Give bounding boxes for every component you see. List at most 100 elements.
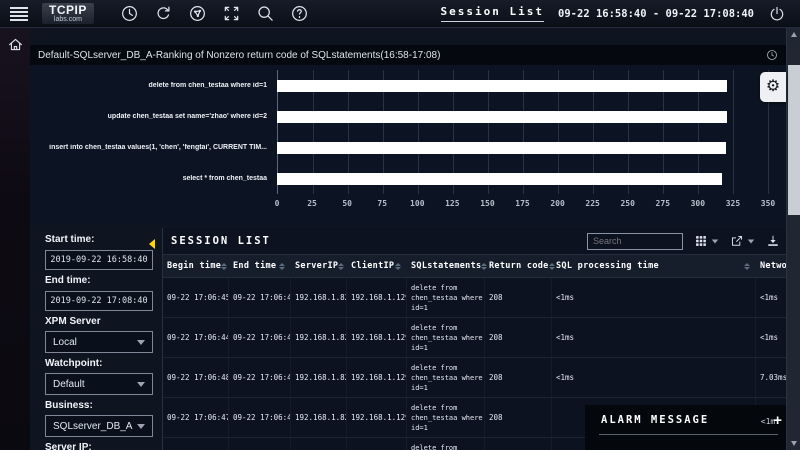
cell-end: 09-22 17:06:45 — [229, 278, 291, 317]
chart-bar-label: update chen_testaa set name='zhao' where… — [107, 113, 267, 120]
session-list-title: SESSION LIST — [171, 235, 271, 247]
table-row[interactable]: 09-22 17:06:48 09-22 17:06:48 192.168.1.82… — [163, 358, 786, 398]
table-row[interactable]: 09-22 17:06:45 09-22 17:06:45 192.168.1.82… — [163, 278, 786, 318]
cell-sql: delete from chen_testaa where id=1 — [407, 438, 485, 450]
chart-gridlines — [277, 70, 769, 194]
history-clock-icon[interactable] — [766, 49, 778, 61]
chart-gridline — [453, 70, 454, 194]
add-icon[interactable]: + — [773, 412, 782, 429]
chart-gridline — [523, 70, 524, 194]
cell-client_ip: 192.168.1.129 — [347, 358, 407, 397]
cell-end: 09-22 17:06:47 — [229, 398, 291, 437]
chart-gridline — [733, 70, 734, 194]
chart-bar[interactable] — [277, 79, 728, 92]
sort-icon[interactable] — [744, 262, 750, 270]
chart-gridline — [698, 70, 699, 194]
session-list-header: SESSION LIST — [163, 228, 786, 254]
form-fields: Start time: End time: XPM Server Local Watch… — [45, 234, 153, 450]
column-header-client_ip[interactable]: ClientIP — [347, 255, 407, 277]
scroll-up-icon[interactable] — [790, 32, 797, 37]
sort-up-icon — [744, 262, 750, 266]
logo-title: TCPIP — [49, 3, 87, 17]
form-field-label: Business: — [45, 400, 93, 411]
help-icon[interactable] — [290, 4, 309, 23]
fullscreen-icon[interactable] — [222, 4, 241, 23]
form-field-select[interactable]: Default — [45, 373, 153, 395]
menu-icon[interactable] — [10, 6, 28, 21]
cell-begin: 09-22 17:06:47 — [163, 398, 229, 437]
sort-icon[interactable] — [481, 262, 488, 270]
chart-bar[interactable] — [277, 110, 728, 123]
chart-bar-row: select * from chen_testaa — [30, 163, 786, 194]
form-field-group: Watchpoint: Default — [45, 358, 153, 395]
sort-icon[interactable] — [548, 262, 555, 270]
scrollbar-thumb[interactable] — [788, 65, 800, 215]
cell-return_code: 208 — [485, 398, 552, 437]
chevron-down-icon — [137, 423, 145, 429]
column-header-return_code[interactable]: Return code — [485, 255, 555, 277]
scroll-down-icon[interactable] — [790, 441, 797, 446]
sort-icon[interactable] — [221, 262, 228, 270]
table-row[interactable]: 09-22 17:06:47 09-22 17:06:47 192.168.1.82… — [163, 398, 786, 438]
sort-icon[interactable] — [338, 262, 345, 270]
cell-return_code: 208 — [485, 278, 552, 317]
chart-bar[interactable] — [277, 172, 722, 185]
cell-server_ip: 192.168.1.82 — [291, 318, 347, 357]
table-row[interactable]: 09-22 17:06:44 09-22 17:06:44 192.168.1.82… — [163, 318, 786, 358]
logo-subtitle: labs.com — [53, 16, 82, 23]
chart-bar-row: insert into chen_testaa values(1, 'chen'… — [30, 132, 786, 163]
app-logo[interactable]: TCPIP labs.com — [42, 3, 94, 24]
cell-server_ip: 192.168.1.82 — [291, 398, 347, 437]
home-icon[interactable] — [7, 36, 24, 53]
chart-x-tick-label: 225 — [585, 199, 600, 208]
settings-tab[interactable]: ⚙ — [760, 72, 786, 102]
chart-bar-track — [277, 101, 768, 132]
chart-bar[interactable] — [277, 141, 726, 154]
form-field-select[interactable]: SQLserver_DB_A — [45, 415, 153, 437]
cell-client_ip: 192.168.1.129 — [347, 318, 407, 357]
refresh-icon[interactable] — [154, 4, 173, 23]
export-button[interactable] — [730, 234, 755, 248]
sort-icon[interactable] — [395, 262, 401, 270]
date-range[interactable]: 09-22 16:58:40 - 09-22 17:08:40 — [558, 7, 754, 20]
column-header-label: SQLstatements — [411, 261, 482, 271]
cell-processing_time: <1ms — [552, 358, 756, 397]
column-header-label: Return code — [489, 261, 549, 271]
sort-down-icon — [481, 266, 488, 270]
cell-return_code: 208 — [485, 318, 552, 357]
column-header-network_time[interactable]: Network time — [756, 255, 786, 277]
column-header-processing_time[interactable]: SQL processing time — [552, 255, 756, 277]
sort-up-icon — [338, 262, 345, 266]
download-button[interactable] — [766, 234, 780, 248]
sort-icon[interactable] — [279, 262, 285, 270]
column-header-begin[interactable]: Begin time — [163, 255, 229, 277]
network-topology-icon[interactable] — [188, 4, 207, 23]
chart-gridline — [768, 70, 769, 194]
search-icon[interactable] — [256, 4, 275, 23]
cell-sql: delete from chen_testaa where id=1 — [407, 318, 485, 357]
form-field-input[interactable] — [45, 250, 153, 270]
form-field-input[interactable] — [45, 291, 153, 311]
alarm-right: <1m + — [761, 412, 782, 429]
chart-bar-track — [277, 132, 768, 163]
column-header-end[interactable]: End time — [229, 255, 291, 277]
collapse-panel-icon[interactable] — [149, 239, 155, 249]
left-sidebar — [0, 28, 30, 450]
sort-up-icon — [481, 262, 488, 266]
form-field-label: Start time: — [45, 234, 95, 245]
power-icon[interactable] — [768, 5, 786, 23]
session-list-nav-link[interactable]: Session List — [440, 5, 545, 22]
chart-bar-row: delete from chen_testaa where id=1 — [30, 70, 786, 101]
column-header-server_ip[interactable]: ServerIP — [291, 255, 347, 277]
clock-icon[interactable] — [120, 4, 139, 23]
page-scrollbar[interactable] — [786, 28, 800, 450]
column-settings-button[interactable] — [694, 234, 719, 248]
top-bar: TCPIP labs.com Session List 09-22 16:58:… — [0, 0, 800, 28]
chart-bar-track — [277, 163, 768, 194]
column-header-sql[interactable]: SQLstatements — [407, 255, 488, 277]
form-field-select[interactable]: Local — [45, 331, 153, 353]
alarm-message-panel[interactable]: ALARM MESSAGE <1m + — [585, 405, 792, 450]
chevron-down-icon — [137, 381, 145, 387]
cell-begin: 09-22 17:06:45 — [163, 278, 229, 317]
search-input[interactable] — [587, 232, 683, 250]
